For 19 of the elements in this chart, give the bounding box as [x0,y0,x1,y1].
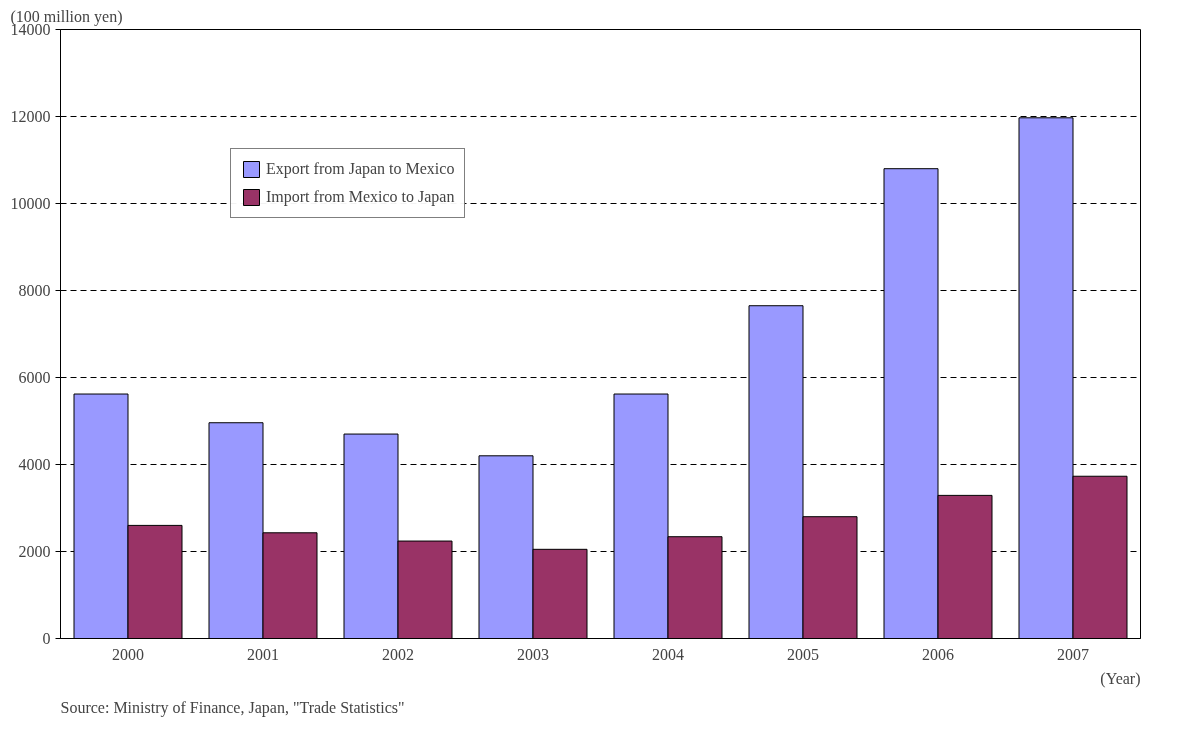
x-tick-label: 2000 [112,645,144,663]
x-tick-label: 2005 [787,645,819,663]
y-tick-label: 0 [42,630,51,647]
y-tick-label: 4000 [18,456,51,473]
x-tick-label: 2001 [247,645,279,663]
y-tick-label: 2000 [18,543,51,560]
x-axis-title: (Year) [1100,669,1141,688]
legend-label: Import from Mexico to Japan [266,188,455,206]
legend-label: Export from Japan to Mexico [266,160,455,178]
x-tick-label: 2004 [652,645,684,663]
x-tick-label: 2003 [517,645,549,663]
y-tick-label: 10000 [10,195,51,212]
y-tick-label: 6000 [18,369,51,386]
x-tick-label: 2002 [382,645,414,663]
y-tick-label: 12000 [10,108,51,125]
y-tick-label: 8000 [18,282,51,299]
source-note: Source: Ministry of Finance, Japan, "Trade Statistics" [60,698,405,717]
x-tick-label: 2006 [922,645,954,663]
x-tick-label: 2007 [1057,645,1089,663]
